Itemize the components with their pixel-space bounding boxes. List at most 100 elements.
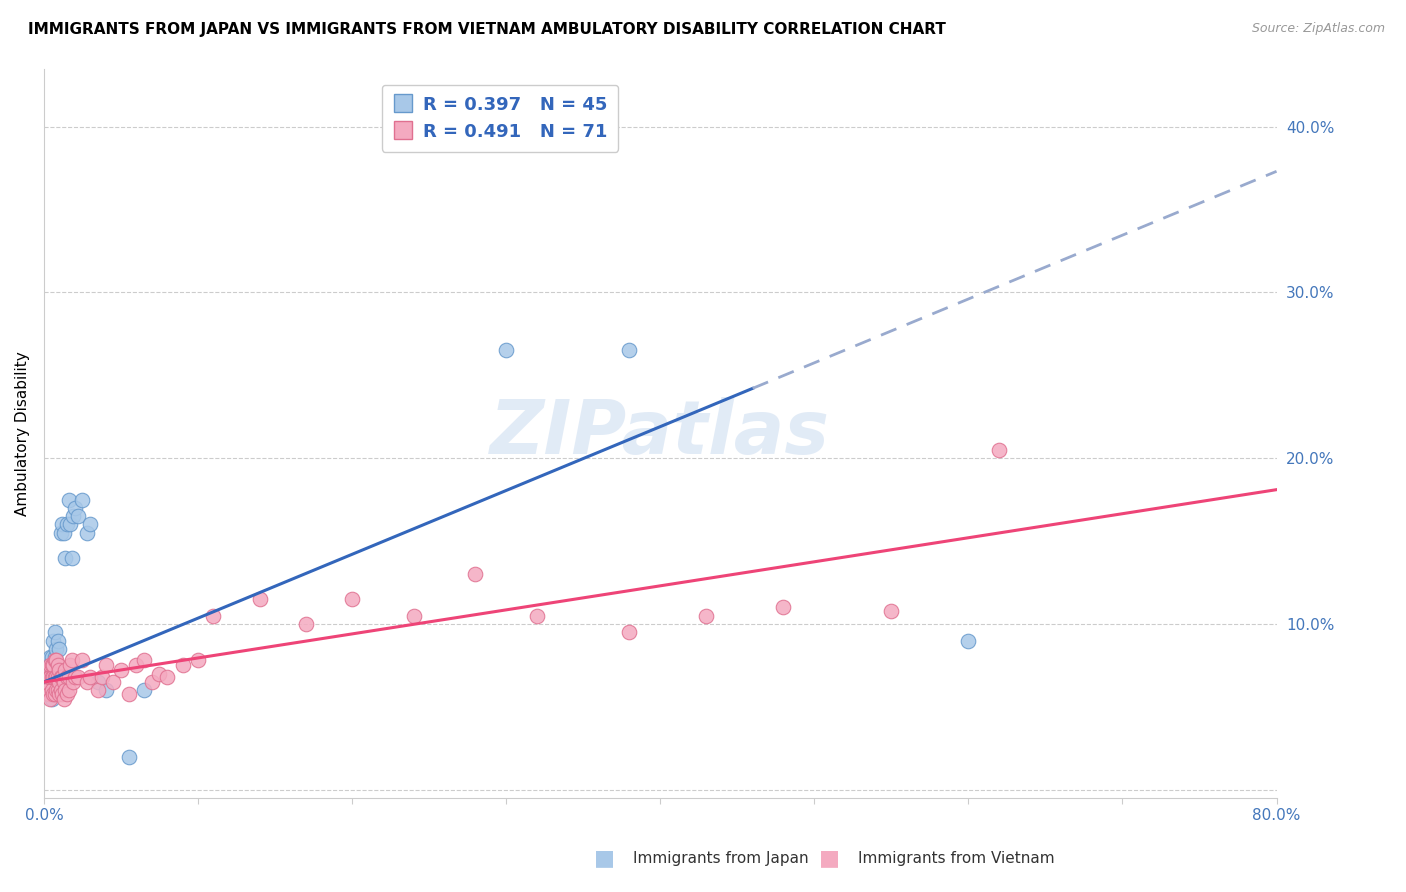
Point xyxy=(41,658,63,673)
Point xyxy=(34,675,56,690)
Point xyxy=(402,608,425,623)
Text: Source: ZipAtlas.com: Source: ZipAtlas.com xyxy=(1251,22,1385,36)
Point xyxy=(41,650,63,665)
Point xyxy=(187,653,209,667)
Point xyxy=(132,683,155,698)
Point xyxy=(56,670,79,684)
Point xyxy=(35,664,58,678)
Point xyxy=(340,592,363,607)
Point xyxy=(52,691,75,706)
Point xyxy=(63,500,86,515)
Point xyxy=(38,670,60,684)
Point xyxy=(45,653,67,667)
Point xyxy=(39,650,62,665)
Point xyxy=(103,675,125,690)
Point xyxy=(464,567,486,582)
Point xyxy=(49,683,72,698)
Point xyxy=(94,658,117,673)
Point xyxy=(39,666,62,681)
Point xyxy=(59,658,82,673)
Point xyxy=(55,550,77,565)
Point xyxy=(49,670,72,684)
Point xyxy=(76,675,98,690)
Point xyxy=(695,608,717,623)
Point xyxy=(39,670,62,684)
Point xyxy=(44,653,66,667)
Point xyxy=(42,687,65,701)
Point xyxy=(132,653,155,667)
Point xyxy=(41,683,63,698)
Point xyxy=(172,658,194,673)
Point xyxy=(55,664,77,678)
Point xyxy=(38,658,60,673)
Point xyxy=(110,664,132,678)
Point xyxy=(772,600,794,615)
Point xyxy=(52,675,75,690)
Point xyxy=(41,664,63,678)
Point xyxy=(72,653,94,667)
Point xyxy=(41,691,63,706)
Point xyxy=(56,517,79,532)
Text: ZIPatlas: ZIPatlas xyxy=(491,397,830,470)
Point xyxy=(58,670,80,684)
Point xyxy=(58,492,80,507)
Point xyxy=(39,683,62,698)
Point xyxy=(35,664,58,678)
Point xyxy=(39,691,62,706)
Point xyxy=(58,683,80,698)
Point xyxy=(72,492,94,507)
Point xyxy=(62,509,84,524)
Point xyxy=(44,670,66,684)
Point xyxy=(202,608,225,623)
Point xyxy=(42,658,65,673)
Point xyxy=(35,680,58,694)
Point xyxy=(880,604,903,618)
Legend: R = 0.397   N = 45, R = 0.491   N = 71: R = 0.397 N = 45, R = 0.491 N = 71 xyxy=(381,85,619,152)
Text: Immigrants from Japan: Immigrants from Japan xyxy=(633,851,808,865)
Point xyxy=(66,509,89,524)
Point xyxy=(49,525,72,540)
Point xyxy=(42,633,65,648)
Point xyxy=(46,683,69,698)
Point xyxy=(38,687,60,701)
Point xyxy=(94,683,117,698)
Point xyxy=(44,675,66,690)
Point xyxy=(957,633,980,648)
Point xyxy=(619,625,641,640)
Point xyxy=(148,666,170,681)
Point xyxy=(45,670,67,684)
Text: ■: ■ xyxy=(820,848,839,868)
Point xyxy=(59,517,82,532)
Point xyxy=(526,608,548,623)
Point xyxy=(91,670,114,684)
Text: IMMIGRANTS FROM JAPAN VS IMMIGRANTS FROM VIETNAM AMBULATORY DISABILITY CORRELATI: IMMIGRANTS FROM JAPAN VS IMMIGRANTS FROM… xyxy=(28,22,946,37)
Point xyxy=(249,592,271,607)
Point xyxy=(295,617,318,632)
Point xyxy=(38,687,60,701)
Point xyxy=(62,675,84,690)
Point xyxy=(34,670,56,684)
Point xyxy=(51,670,73,684)
Point xyxy=(66,670,89,684)
Point xyxy=(46,658,69,673)
Point xyxy=(87,675,110,690)
Point xyxy=(44,650,66,665)
Point xyxy=(46,666,69,681)
Point xyxy=(35,683,58,698)
Point xyxy=(48,664,70,678)
Point xyxy=(44,687,66,701)
Point xyxy=(45,641,67,656)
Point xyxy=(46,670,69,684)
Y-axis label: Ambulatory Disability: Ambulatory Disability xyxy=(15,351,30,516)
Point xyxy=(44,625,66,640)
Point xyxy=(51,687,73,701)
Point xyxy=(988,442,1011,457)
Point xyxy=(48,687,70,701)
Point xyxy=(42,670,65,684)
Text: Immigrants from Vietnam: Immigrants from Vietnam xyxy=(858,851,1054,865)
Point xyxy=(45,670,67,684)
Point xyxy=(55,683,77,698)
Point xyxy=(52,525,75,540)
Point xyxy=(38,675,60,690)
Point xyxy=(619,343,641,358)
